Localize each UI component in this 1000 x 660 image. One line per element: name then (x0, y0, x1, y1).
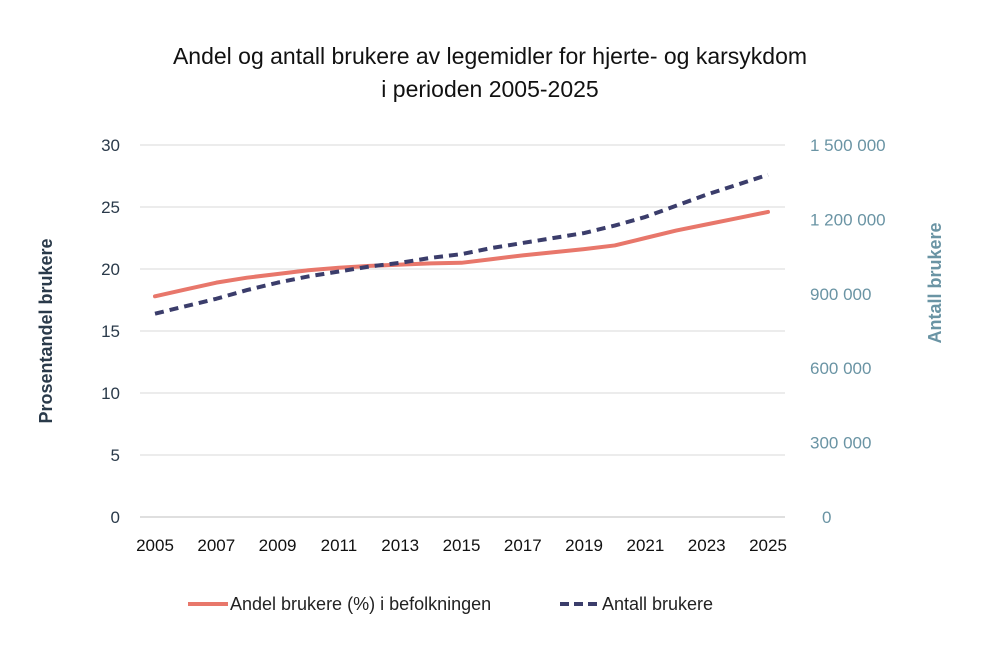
y2-axis-label: Antall brukere (925, 222, 945, 343)
y2-tick-label: 600 000 (810, 359, 871, 378)
y-tick-label: 30 (101, 136, 120, 155)
y2-tick-label: 300 000 (810, 434, 871, 453)
x-tick-label: 2015 (443, 536, 481, 555)
legend-label-1: Andel brukere (%) i befolkningen (230, 594, 491, 614)
legend-label-2: Antall brukere (602, 594, 713, 614)
x-tick-label: 2023 (688, 536, 726, 555)
y-tick-label: 15 (101, 322, 120, 341)
x-tick-label: 2025 (749, 536, 787, 555)
y-tick-label: 20 (101, 260, 120, 279)
y2-tick-label: 1 500 000 (810, 136, 886, 155)
chart-title: Andel og antall brukere av legemidler fo… (0, 40, 980, 106)
y2-tick-label: 900 000 (810, 285, 871, 304)
x-tick-label: 2019 (565, 536, 603, 555)
y2-tick-label: 1 200 000 (810, 210, 886, 229)
y-tick-label: 5 (111, 446, 120, 465)
title-line-2: i perioden 2005-2025 (381, 76, 599, 102)
x-tick-label: 2017 (504, 536, 542, 555)
title-line-1: Andel og antall brukere av legemidler fo… (172, 43, 808, 69)
series-line-1 (153, 209, 770, 299)
x-tick-label: 2009 (259, 536, 297, 555)
x-tick-label: 2013 (381, 536, 419, 555)
y-tick-label: 0 (111, 508, 120, 527)
x-tick-label: 2007 (197, 536, 235, 555)
y-axis-label: Prosentandel brukere (36, 238, 56, 423)
x-tick-label: 2021 (626, 536, 664, 555)
y-tick-label: 25 (101, 198, 120, 217)
y-tick-label: 10 (101, 384, 120, 403)
series-line-2 (154, 172, 769, 316)
x-tick-label: 2005 (136, 536, 174, 555)
x-tick-label: 2011 (321, 536, 358, 555)
y2-tick-label: 0 (822, 508, 831, 527)
